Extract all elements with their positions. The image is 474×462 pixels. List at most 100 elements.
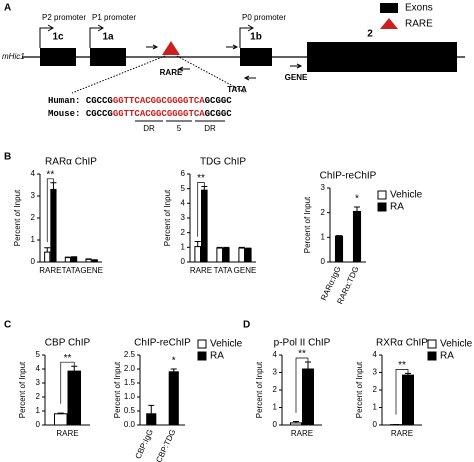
bar [91,259,98,263]
seq-label: Mouse: [48,109,80,119]
bar [290,422,302,426]
legend-label: RA [390,202,404,213]
exon [90,48,126,66]
promoter-arrow [39,24,54,48]
error-bar [57,412,64,414]
chart-title: RXRα ChIP [376,338,428,349]
primer-arrow [177,66,190,72]
y-axis-label: Percent of Input [13,189,22,246]
bar [201,189,208,263]
seq-part: GGTTCACGGCGGGGTCA [113,96,205,106]
y-tick-label: 0.5 [124,406,136,415]
legend-swatch [427,339,437,349]
y-tick-label: 2.0 [124,364,136,373]
y-tick-label: 0 [181,257,186,266]
exon [307,42,457,72]
significance-bracket [197,182,205,237]
y-tick-label: 2 [321,208,326,217]
error-bar [305,361,311,369]
legend-swatch [197,339,207,349]
y-tick-label: 4 [31,169,36,178]
y-tick-label: 0.0 [124,420,136,429]
y-tick-label: 2 [273,385,278,394]
y-tick-label: 0 [373,420,378,429]
bar [238,247,245,263]
promoter-label: P2 promoter [42,13,86,22]
y-tick-label: 2 [31,213,36,222]
panel-letter: D [243,320,250,331]
y-tick-label: 1 [181,242,186,251]
y-tick-label: 3 [36,378,41,387]
bar [146,413,157,426]
y-tick-label: 0 [36,420,41,429]
y-tick-label: 3 [31,191,36,200]
x-tick-label: RARE [391,429,413,438]
rare-key [380,18,398,29]
y-axis-label: Percent of Input [355,361,364,418]
y-tick-label: 2.5 [124,350,136,359]
significance: ** [64,353,72,364]
exon-label: 1b [250,32,262,43]
y-tick-label: 1.0 [124,392,136,401]
significance: ** [197,173,205,184]
rare-label: RARE [160,68,183,77]
bar [50,188,57,263]
bar [245,248,252,263]
motif-label: DR [204,124,216,133]
bar [71,256,78,263]
chart-title: TDG ChIP [200,157,246,168]
significance: * [172,356,176,367]
bar [402,374,414,426]
legend-swatch [377,202,387,212]
y-tick-label: 1 [31,235,36,244]
legend-swatch [427,351,437,361]
y-tick-label: 0 [273,420,278,429]
seq-part: GCGGC [205,109,233,119]
legend-label: Vehicle [440,339,473,350]
gene-name: mHic1 [2,52,25,61]
panel-letter: C [4,320,11,331]
legend-label: Exons [405,3,433,14]
chart-title: CBP ChIP [45,338,91,349]
bar [352,210,362,263]
bar [334,235,344,263]
significance-bracket [295,357,309,413]
y-axis-label: Percent of Input [303,196,312,253]
seq-part: CGCCG [86,96,113,106]
exon-label: 1c [52,32,64,43]
error-bar [71,365,78,372]
y-tick-label: 2 [373,385,378,394]
y-axis-label: Percent of Input [255,361,264,418]
legend-label: RA [210,351,224,362]
rare-site [162,41,180,55]
error-bar [170,368,177,372]
significance: ** [46,169,54,180]
x-tick-label: GENE [234,266,257,275]
x-tick-label: RARE [39,266,61,275]
exon [240,48,272,66]
x-tick-label: RARE [291,429,313,438]
y-tick-label: 4 [273,350,278,359]
exon-key [380,3,398,13]
x-tick-label: CBP:TDG [154,428,177,462]
primer-label: GENE [285,73,308,82]
x-tick-label: GENE [80,266,103,275]
primer-arrow [226,44,239,50]
chart-title: ChIP-reChIP [320,171,377,182]
y-tick-label: 5 [36,350,41,359]
exon [40,48,76,66]
legend-label: RARE [405,19,433,30]
chart-title: ChIP-reChIP [134,338,191,349]
significance-bracket [395,369,409,415]
y-tick-label: 2 [181,228,186,237]
y-tick-label: 4 [181,198,186,207]
error-bar [194,240,201,247]
exon-label: 1a [102,32,114,43]
x-tick-label: TATA [62,266,81,275]
y-tick-label: 2 [36,392,41,401]
significance: ** [398,360,406,371]
primer-label: TATA [227,85,247,94]
y-tick-label: 5 [181,184,186,193]
y-tick-label: 1 [273,403,278,412]
